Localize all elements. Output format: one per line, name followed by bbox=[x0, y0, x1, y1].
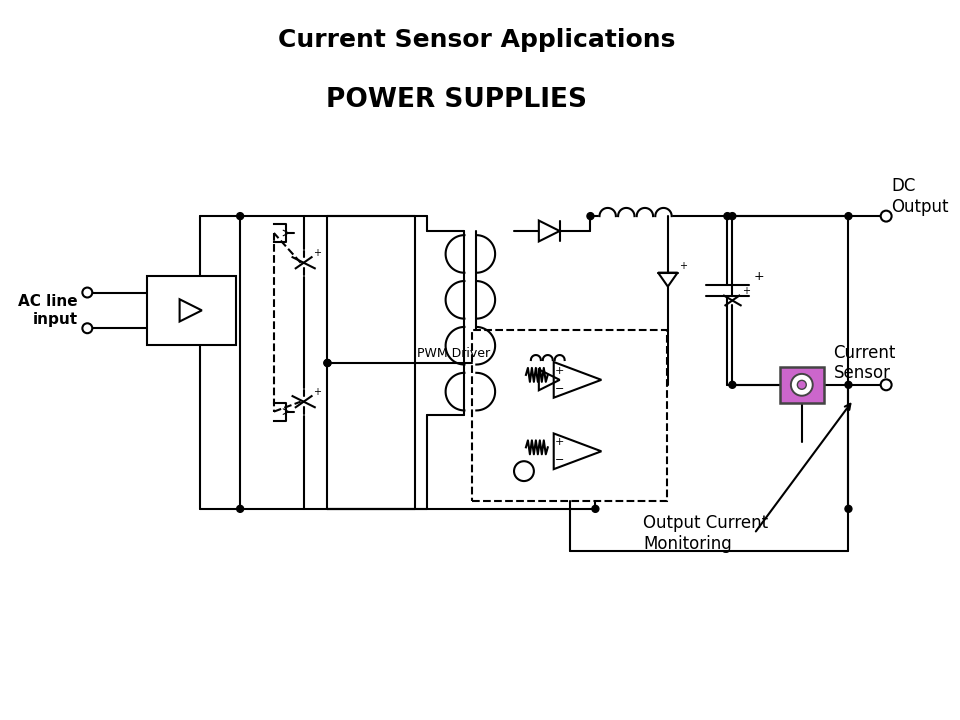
Circle shape bbox=[83, 287, 92, 297]
Circle shape bbox=[880, 211, 892, 222]
Text: POWER SUPPLIES: POWER SUPPLIES bbox=[326, 87, 587, 113]
Circle shape bbox=[587, 212, 594, 220]
Circle shape bbox=[724, 212, 731, 220]
Text: DC
Output: DC Output bbox=[891, 177, 948, 216]
Circle shape bbox=[592, 505, 599, 513]
Polygon shape bbox=[539, 369, 560, 390]
Text: −: − bbox=[555, 455, 564, 465]
Text: +: + bbox=[313, 248, 322, 258]
Text: −: − bbox=[555, 384, 564, 394]
Circle shape bbox=[845, 505, 852, 513]
Circle shape bbox=[237, 505, 244, 513]
Text: +: + bbox=[679, 261, 687, 271]
Bar bbox=[780, 367, 824, 402]
Circle shape bbox=[83, 323, 92, 333]
Circle shape bbox=[798, 380, 806, 390]
Text: +: + bbox=[555, 437, 564, 447]
Circle shape bbox=[845, 382, 852, 388]
Circle shape bbox=[791, 374, 813, 396]
Text: Current Sensor Applications: Current Sensor Applications bbox=[277, 27, 675, 52]
Circle shape bbox=[845, 212, 852, 220]
Text: +: + bbox=[555, 366, 564, 376]
Circle shape bbox=[514, 462, 534, 481]
Circle shape bbox=[880, 379, 892, 390]
Text: +: + bbox=[742, 286, 750, 295]
Bar bbox=[472, 330, 667, 501]
Circle shape bbox=[729, 212, 735, 220]
Polygon shape bbox=[539, 220, 560, 241]
Text: AC line
input: AC line input bbox=[18, 294, 78, 327]
Text: +: + bbox=[313, 387, 322, 397]
Circle shape bbox=[729, 382, 735, 388]
Circle shape bbox=[324, 359, 331, 366]
Circle shape bbox=[237, 212, 244, 220]
Text: Output Current
Monitoring: Output Current Monitoring bbox=[643, 514, 768, 553]
Text: Current
Sensor: Current Sensor bbox=[833, 343, 896, 382]
Circle shape bbox=[324, 359, 331, 366]
Bar bbox=[147, 276, 236, 345]
Text: +: + bbox=[754, 269, 764, 282]
Text: PWM Driver: PWM Driver bbox=[417, 346, 490, 359]
